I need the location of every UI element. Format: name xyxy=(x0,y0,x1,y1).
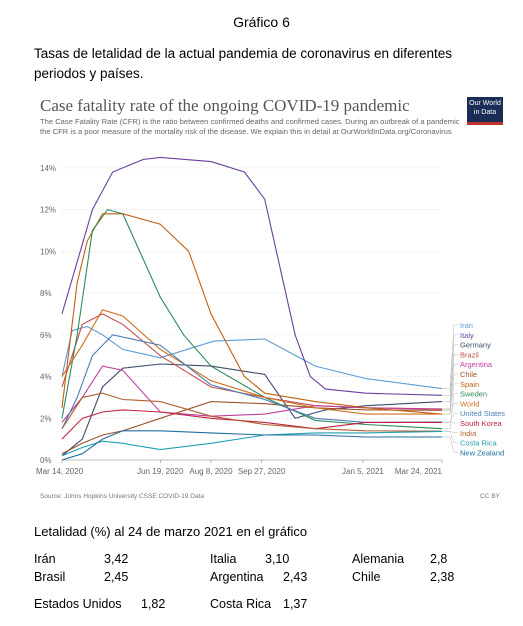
legend-leader xyxy=(442,334,458,396)
summary-country: Estados Unidos xyxy=(34,597,122,611)
y-tick-label: 4% xyxy=(40,373,52,382)
owid-logo-line1: Our World xyxy=(469,100,501,107)
legend-label: Argentina xyxy=(460,360,493,369)
summary-value: 1,37 xyxy=(283,597,308,611)
chart-license: CC BY xyxy=(480,493,500,500)
owid-logo[interactable]: Our World in Data xyxy=(467,97,503,125)
series-line xyxy=(61,365,443,423)
x-tick-label: Mar 14, 2020 xyxy=(36,467,84,476)
y-tick-label: 10% xyxy=(40,247,56,256)
legend-leader xyxy=(442,422,458,424)
summary-value: 1,82 xyxy=(141,597,166,611)
legend-label: Chile xyxy=(460,370,477,379)
owid-logo-line2: in Data xyxy=(473,109,497,116)
page-heading: Gráfico 6 xyxy=(233,14,290,30)
x-tick-label: Aug 8, 2020 xyxy=(189,467,233,476)
series-line xyxy=(61,313,443,410)
legend-label: Brazil xyxy=(460,350,479,359)
intro-text: Tasas de letalidad de la actual pandemia… xyxy=(34,46,453,81)
legend-leader xyxy=(442,412,458,423)
legend-label: Sweden xyxy=(460,390,487,399)
summary-country: Irán xyxy=(34,552,56,566)
summary-country: Alemania xyxy=(352,552,405,566)
summary-value: 2,43 xyxy=(283,570,308,584)
summary-country: Argentina xyxy=(210,570,264,584)
summary-country: Brasil xyxy=(34,570,66,584)
summary-value: 2,38 xyxy=(430,570,455,584)
series-line xyxy=(61,392,443,432)
y-tick-label: 12% xyxy=(40,206,56,215)
y-tick-label: 0% xyxy=(40,456,52,465)
legend-label: Germany xyxy=(460,341,491,350)
y-tick-label: 14% xyxy=(40,164,56,173)
legend-leader xyxy=(442,324,458,389)
legend-leader xyxy=(442,363,458,410)
x-tick-label: Jun 19, 2020 xyxy=(137,467,184,476)
x-tick-label: Sep 27, 2020 xyxy=(238,467,286,476)
legend-leader xyxy=(442,373,458,411)
y-tick-label: 8% xyxy=(40,289,52,298)
summary-country: Chile xyxy=(352,570,381,584)
summary-country: Costa Rica xyxy=(210,597,272,611)
legend-label: World xyxy=(460,399,479,408)
summary-heading: Letalidad (%) al 24 de marzo 2021 en el … xyxy=(34,524,308,539)
y-tick-label: 2% xyxy=(40,414,52,423)
legend-leader xyxy=(442,403,458,415)
legend-leader xyxy=(442,436,458,453)
legend-label: Iran xyxy=(460,321,473,330)
legend-leader xyxy=(442,393,458,429)
legend-label: Costa Rica xyxy=(460,439,498,448)
chart-source: Source: Johns Hopkins University CSSE CO… xyxy=(40,493,205,500)
summary-value: 3,10 xyxy=(265,552,290,566)
legend-label: South Korea xyxy=(460,419,503,428)
legend-label: United States xyxy=(460,409,505,418)
legend-leader xyxy=(442,431,458,443)
series-line xyxy=(61,208,443,430)
series-line xyxy=(61,213,443,415)
legend-label: New Zealand xyxy=(460,448,504,457)
chart-title: Case fatality rate of the ongoing COVID-… xyxy=(40,96,410,115)
series-line xyxy=(61,430,443,457)
summary-value: 2,45 xyxy=(104,570,129,584)
summary-value: 3,42 xyxy=(104,552,129,566)
chart-subtitle: The Case Fatality Rate (CFR) is the rati… xyxy=(40,117,460,136)
legend-label: Italy xyxy=(460,331,474,340)
series-line xyxy=(61,334,443,429)
x-tick-label: Jan 5, 2021 xyxy=(342,467,384,476)
y-tick-label: 6% xyxy=(40,331,52,340)
series-line xyxy=(61,401,443,455)
summary-value: 2,8 xyxy=(430,552,448,566)
legend-label: Spain xyxy=(460,380,479,389)
legend-leader xyxy=(442,344,458,402)
series-line xyxy=(61,430,442,461)
series-line xyxy=(61,409,442,440)
legend-label: India xyxy=(460,429,477,438)
series-line xyxy=(61,156,443,396)
legend-leader xyxy=(442,354,458,410)
x-tick-label: Mar 24, 2021 xyxy=(395,467,443,476)
series-line xyxy=(61,325,443,390)
summary-country: Italia xyxy=(210,552,237,566)
